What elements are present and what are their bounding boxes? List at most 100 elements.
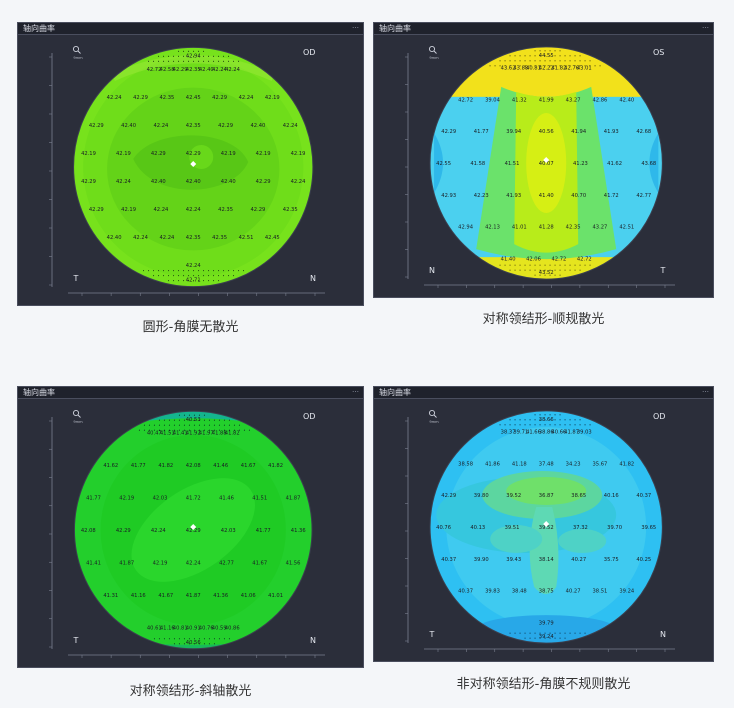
curvature-value: 42.24 — [291, 179, 307, 185]
curvature-value: 37.48 — [539, 462, 554, 468]
grid-dot — [524, 424, 526, 426]
curvature-value: 41.87 — [186, 593, 201, 599]
curvature-value: 40.25 — [636, 557, 651, 563]
grid-dot — [564, 60, 566, 62]
curvature-value: 42.35 — [159, 95, 174, 101]
grid-dot — [554, 632, 556, 634]
curvature-value: 42.45 — [186, 95, 201, 101]
curvature-value: 38.14 — [539, 557, 555, 563]
grid-dot — [509, 419, 511, 421]
grid-dot — [238, 429, 240, 431]
panel-menu-icon[interactable]: ⋯ — [352, 389, 359, 396]
curvature-value: 40.86 — [225, 625, 240, 631]
curvature-value: 42.29 — [133, 95, 148, 101]
zone-stem — [529, 507, 559, 594]
panel-menu-icon[interactable]: ⋯ — [702, 389, 709, 396]
grid-dot — [519, 424, 521, 426]
right-orientation-label: N — [310, 274, 316, 283]
grid-dot — [509, 269, 511, 271]
curvature-value: 40.37 — [458, 589, 473, 595]
grid-dot — [218, 424, 220, 426]
curvature-value: 41.06 — [241, 593, 256, 599]
zoom-icon[interactable] — [428, 409, 437, 418]
zone-left-bump — [490, 525, 543, 553]
grid-dot — [168, 275, 170, 277]
grid-dot — [499, 65, 501, 67]
curvature-value: 41.16 — [160, 625, 175, 631]
curvature-value: 39.90 — [474, 557, 489, 563]
grid-dot — [183, 50, 185, 52]
curvature-value: 42.29 — [151, 151, 166, 157]
grid-dot — [148, 429, 150, 431]
grid-dot — [143, 429, 145, 431]
zoom-icon[interactable] — [72, 45, 81, 54]
grid-dot — [188, 643, 190, 645]
curvature-value: 41.82 — [268, 463, 283, 469]
grid-dot — [223, 638, 225, 640]
panel-title: 轴向曲率 — [23, 388, 55, 397]
curvature-value: 38.65 — [571, 493, 586, 499]
panel-titlebar: 轴向曲率 ⋯ — [374, 23, 713, 35]
grid-dot — [163, 275, 165, 277]
grid-dot — [549, 65, 551, 67]
zoom-label: 9mm — [429, 420, 439, 424]
grid-dot — [554, 274, 556, 276]
grid-dot — [519, 55, 521, 57]
grid-dot — [198, 638, 200, 640]
grid-dot — [534, 269, 536, 271]
grid-dot — [163, 429, 165, 431]
grid-dot — [534, 55, 536, 57]
grid-dot — [564, 632, 566, 634]
bottom-value: 40.56 — [186, 640, 201, 646]
grid-dot — [178, 60, 180, 62]
grid-dot — [579, 632, 581, 634]
grid-dot — [218, 280, 220, 282]
panel-menu-icon[interactable]: ⋯ — [352, 25, 359, 32]
grid-dot — [554, 50, 556, 52]
grid-dot — [509, 632, 511, 634]
grid-dot — [193, 643, 195, 645]
grid-dot — [529, 424, 531, 426]
grid-dot — [549, 414, 551, 416]
grid-dot — [198, 270, 200, 272]
grid-dot — [519, 269, 521, 271]
curvature-value: 39.94 — [506, 129, 522, 135]
curvature-value: 42.08 — [186, 463, 201, 469]
curvature-map[interactable]: 40.4741.5141.4141.9241.9741.8841.8241.62… — [18, 399, 364, 668]
grid-dot — [183, 275, 185, 277]
grid-dot — [539, 65, 541, 67]
grid-dot — [514, 55, 516, 57]
curvature-value: 41.40 — [539, 193, 554, 199]
grid-dot — [168, 60, 170, 62]
curvature-value: 42.19 — [265, 95, 280, 101]
curvature-map[interactable]: 42.7242.5842.2942.3542.4042.2442.2442.24… — [18, 35, 364, 306]
curvature-value: 42.19 — [291, 151, 306, 157]
grid-dot — [529, 632, 531, 634]
magnifier-handle — [433, 50, 437, 54]
grid-dot — [203, 50, 205, 52]
curvature-value: 43.27 — [592, 225, 607, 231]
curvature-value: 42.29 — [441, 129, 456, 135]
curvature-value: 38.58 — [458, 462, 473, 468]
grid-dot — [208, 419, 210, 421]
curvature-value: 40.27 — [571, 557, 586, 563]
curvature-value: 40.66 — [551, 430, 566, 436]
grid-dot — [183, 55, 185, 57]
grid-dot — [193, 60, 195, 62]
panel-menu-icon[interactable]: ⋯ — [702, 25, 709, 32]
curvature-value: 42.35 — [186, 67, 201, 73]
grid-dot — [579, 60, 581, 62]
grid-dot — [589, 264, 591, 266]
axes — [405, 417, 675, 652]
zoom-icon[interactable] — [72, 409, 81, 418]
curvature-value: 40.81 — [173, 625, 188, 631]
grid-dot — [178, 280, 180, 282]
curvature-value: 42.72 — [577, 256, 592, 262]
zoom-icon[interactable] — [428, 45, 437, 54]
curvature-value: 41.01 — [512, 225, 527, 231]
grid-dot — [198, 429, 200, 431]
panel-title: 轴向曲率 — [379, 24, 411, 33]
curvature-value: 42.72 — [551, 256, 566, 262]
